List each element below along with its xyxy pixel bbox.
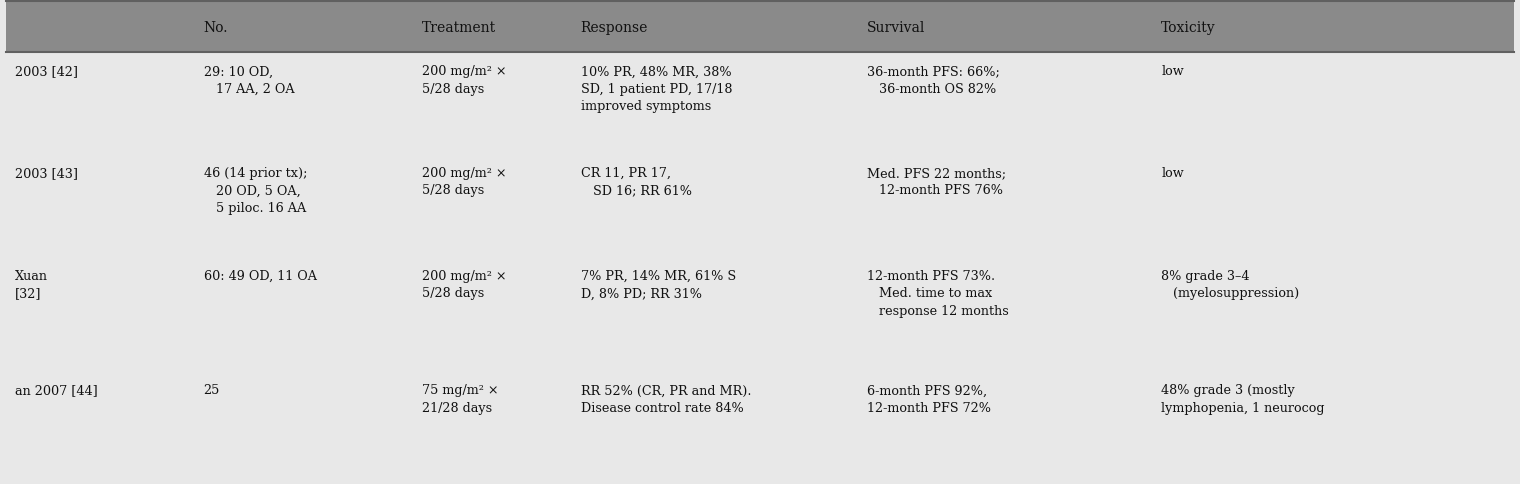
Text: Survival: Survival (866, 21, 926, 35)
Text: No.: No. (204, 21, 228, 35)
Bar (6, 256, 1514, 370)
Text: RR 52% (CR, PR and MR).
Disease control rate 84%: RR 52% (CR, PR and MR). Disease control … (581, 383, 751, 414)
Text: 200 mg/m² ×
5/28 days: 200 mg/m² × 5/28 days (423, 65, 506, 95)
Text: 25: 25 (204, 383, 220, 396)
Text: Toxicity: Toxicity (1161, 21, 1216, 35)
Text: an 2007 [44]: an 2007 [44] (15, 383, 97, 396)
Text: 10% PR, 48% MR, 38%
SD, 1 patient PD, 17/18
improved symptoms: 10% PR, 48% MR, 38% SD, 1 patient PD, 17… (581, 65, 733, 113)
Text: CR 11, PR 17,
   SD 16; RR 61%: CR 11, PR 17, SD 16; RR 61% (581, 166, 692, 197)
Text: 46 (14 prior tx);
   20 OD, 5 OA,
   5 piloc. 16 AA: 46 (14 prior tx); 20 OD, 5 OA, 5 piloc. … (204, 166, 307, 214)
Text: Med. PFS 22 months;
   12-month PFS 76%: Med. PFS 22 months; 12-month PFS 76% (866, 166, 1006, 197)
Bar (6, 53, 1514, 154)
Text: low: low (1161, 166, 1184, 180)
Text: 60: 49 OD, 11 OA: 60: 49 OD, 11 OA (204, 269, 316, 282)
Text: 7% PR, 14% MR, 61% S
D, 8% PD; RR 31%: 7% PR, 14% MR, 61% S D, 8% PD; RR 31% (581, 269, 736, 300)
Text: Response: Response (581, 21, 648, 35)
Text: 200 mg/m² ×
5/28 days: 200 mg/m² × 5/28 days (423, 269, 506, 300)
Text: 29: 10 OD,
   17 AA, 2 OA: 29: 10 OD, 17 AA, 2 OA (204, 65, 295, 95)
Text: 2003 [42]: 2003 [42] (15, 65, 78, 78)
Bar (6, 154, 1514, 256)
Text: 2003 [43]: 2003 [43] (15, 166, 78, 180)
Text: Treatment: Treatment (423, 21, 497, 35)
Text: 8% grade 3–4
   (myelosuppression): 8% grade 3–4 (myelosuppression) (1161, 269, 1300, 300)
Text: low: low (1161, 65, 1184, 78)
Text: 75 mg/m² ×
21/28 days: 75 mg/m² × 21/28 days (423, 383, 499, 414)
Text: 6-month PFS 92%,
12-month PFS 72%: 6-month PFS 92%, 12-month PFS 72% (866, 383, 991, 414)
Bar (6, 2, 1514, 53)
Text: 200 mg/m² ×
5/28 days: 200 mg/m² × 5/28 days (423, 166, 506, 197)
Text: 48% grade 3 (mostly
lymphopenia, 1 neurocog: 48% grade 3 (mostly lymphopenia, 1 neuro… (1161, 383, 1324, 414)
Text: 36-month PFS: 66%;
   36-month OS 82%: 36-month PFS: 66%; 36-month OS 82% (866, 65, 1000, 95)
Text: Xuan
[32]: Xuan [32] (15, 269, 49, 300)
Text: 12-month PFS 73%.
   Med. time to max
   response 12 months: 12-month PFS 73%. Med. time to max respo… (866, 269, 1009, 317)
Bar (6, 370, 1514, 484)
